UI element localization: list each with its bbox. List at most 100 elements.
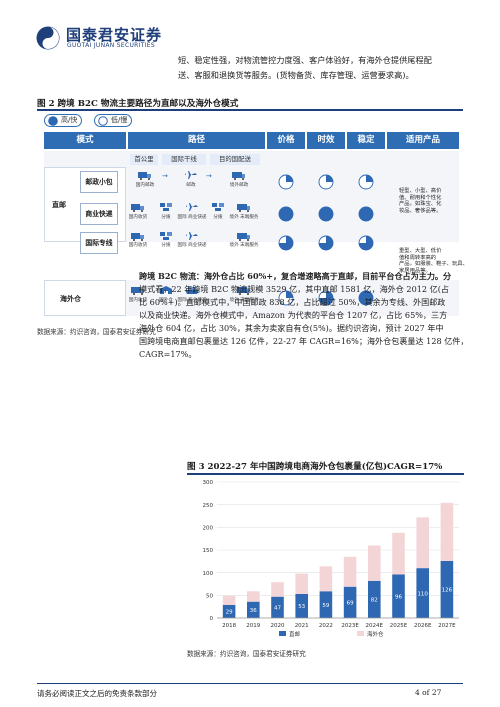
bar-direct-mail bbox=[368, 580, 381, 618]
data-label: 126 bbox=[442, 588, 453, 594]
footer-disclaimer: 请务必阅读正文之后的免责条款部分 bbox=[37, 689, 157, 698]
x-tick-label: 2019 bbox=[246, 623, 260, 629]
bar-direct-mail bbox=[343, 586, 357, 618]
ship-icon bbox=[185, 287, 199, 294]
x-tick-label: 2026E bbox=[414, 623, 432, 629]
body-line: 国跨境电商直邮包裹量达 126 亿件，22-27 年 CAGR=16%；海外仓包… bbox=[139, 336, 469, 346]
sorting-icon bbox=[160, 203, 172, 211]
body-line: 以及商业快递。海外仓模式中，Amazon 为代表的平台仓 1207 亿，占比 6… bbox=[139, 310, 448, 320]
legend-high-pill bbox=[44, 114, 82, 127]
stacked-bar-chart: 0 50 100 150 200 250 300 29 2018 36 2019 47 2020 53 20… bbox=[203, 480, 459, 638]
bar-direct-mail bbox=[247, 601, 260, 618]
x-tick-label: 2023E bbox=[341, 623, 359, 629]
bar-overseas-warehouse bbox=[319, 566, 333, 592]
figure-2-rule bbox=[37, 109, 463, 111]
figure-3-rule bbox=[187, 473, 464, 475]
column-header-route: 路径 bbox=[128, 132, 265, 149]
step-caption: 国际 商业快递 bbox=[177, 215, 207, 220]
bar-direct-mail bbox=[319, 591, 333, 618]
y-tick-label: 200 bbox=[203, 526, 214, 532]
truck-icon bbox=[131, 233, 144, 241]
product-line: 妆品、奢侈品等。 bbox=[399, 207, 442, 214]
x-tick-label: 2022 bbox=[319, 623, 333, 629]
data-label: 59 bbox=[322, 603, 329, 609]
step-caption: 分拨 bbox=[161, 215, 171, 220]
step-caption: 国际 商业快递 bbox=[177, 243, 207, 248]
bar-overseas-warehouse bbox=[392, 532, 405, 575]
plane-icon bbox=[186, 203, 198, 211]
step-caption: 分拨 bbox=[213, 215, 223, 220]
sorting-icon bbox=[212, 203, 224, 211]
bar-overseas-warehouse bbox=[416, 517, 429, 569]
intro-line: 短、稳定性强，对物流管控力度强、客户体验好，有海外仓提供尾程配 bbox=[178, 55, 432, 65]
route-header-first-mile: 首公里 bbox=[130, 154, 158, 165]
column-header-speed: 时效 bbox=[307, 132, 345, 149]
bar-direct-mail bbox=[222, 604, 236, 618]
product-line: 重型、大型、低价 bbox=[399, 248, 442, 254]
van-icon bbox=[232, 172, 245, 180]
step-caption: 境外 末端服务 bbox=[229, 243, 259, 248]
bar-overseas-warehouse bbox=[295, 573, 308, 594]
bar-direct-mail bbox=[271, 596, 284, 618]
page-header: 国泰君安证券 GUOTAI JUNAN SECURITIES bbox=[0, 0, 500, 56]
data-label: 36 bbox=[250, 608, 257, 614]
bar-overseas-warehouse bbox=[343, 556, 357, 587]
van-icon bbox=[237, 233, 250, 241]
truck-icon bbox=[131, 204, 144, 212]
plane-icon bbox=[186, 232, 198, 240]
y-tick-label: 100 bbox=[203, 571, 214, 577]
y-tick-label: 250 bbox=[203, 503, 214, 509]
product-line: 值、耐用和个性化 bbox=[399, 194, 442, 201]
legend-label-overseas: 海外仓 bbox=[367, 630, 384, 638]
product-line: 家居用品等。 bbox=[399, 267, 431, 274]
arrow-icon: → bbox=[162, 172, 168, 180]
route-header-trunk: 国际干线 bbox=[162, 154, 206, 165]
bar-direct-mail bbox=[295, 593, 308, 618]
bar-overseas-warehouse bbox=[271, 582, 284, 597]
step-caption: 国际 商业快递 bbox=[177, 298, 207, 303]
product-line: 产品，如珠宝、化 bbox=[399, 201, 442, 208]
group-label-overseas: 海外仓 bbox=[60, 295, 81, 303]
sorting-icon bbox=[160, 232, 172, 240]
y-tick-label: 50 bbox=[206, 594, 213, 600]
bar-overseas-warehouse bbox=[222, 595, 236, 605]
step-caption: 分拨 bbox=[161, 243, 171, 248]
body-paragraph: 跨境 B2C 物流：海外仓占比 60%+，复合增速略高于直邮，目前平台仓占为主力… bbox=[139, 270, 469, 361]
legend-high-label: 高/快 bbox=[61, 116, 78, 124]
truck-icon bbox=[131, 287, 144, 295]
figure-3-source: 数据来源：约识咨询，国泰君安证券研究 bbox=[187, 650, 306, 658]
products-overseas: 重型、大型、低价 值和周转率高的 产品，如服装、鞋子、玩具、 家居用品等。 bbox=[399, 248, 468, 274]
arrow-icon: → bbox=[206, 172, 212, 180]
brand-name-cn: 国泰君安证券 bbox=[66, 26, 163, 44]
step-caption: 邮政 bbox=[186, 183, 196, 188]
step-caption: 境外 末端服务 bbox=[229, 298, 259, 303]
data-label: 82 bbox=[371, 598, 378, 604]
body-line: 模式看，22 年跨境 B2C 物流规模 3529 亿，其中直邮 1581 亿，海… bbox=[139, 284, 449, 294]
step-caption: 国外仓 bbox=[159, 298, 173, 303]
step-caption: 国内邮政 bbox=[135, 183, 155, 188]
column-header-products: 适用产品 bbox=[387, 132, 459, 149]
column-header-mode: 模式 bbox=[44, 132, 126, 149]
data-label: 69 bbox=[347, 601, 354, 607]
footer-rule bbox=[37, 683, 463, 684]
bar-overseas-warehouse bbox=[247, 591, 260, 602]
body-line: CAGR=17%。 bbox=[139, 349, 197, 359]
bar-direct-mail bbox=[416, 568, 429, 618]
x-tick-label: 2018 bbox=[222, 623, 236, 629]
x-tick-label: 2025E bbox=[390, 623, 408, 629]
legend-swatch-direct bbox=[279, 631, 286, 636]
figure-2-source: 数据来源：约识咨询，国泰君安证券研究 bbox=[37, 328, 156, 336]
y-tick-label: 0 bbox=[210, 616, 214, 622]
data-label: 96 bbox=[395, 594, 402, 600]
step-caption: 境外 末端服务 bbox=[229, 215, 259, 220]
step-caption: 国内收货 bbox=[128, 243, 148, 248]
product-line: 轻型、小型、高价 bbox=[399, 188, 442, 194]
guotai-junan-logo bbox=[36, 26, 60, 50]
data-label: 29 bbox=[226, 610, 233, 616]
body-line: 比 60%+)。直邮模式中，中国邮政 838 亿，占比超过 50%，其余为专线、… bbox=[139, 297, 446, 307]
legend-high-icon bbox=[48, 116, 58, 126]
legend-low-icon bbox=[98, 116, 108, 126]
brand-name-en: GUOTAI JUNAN SECURITIES bbox=[67, 42, 155, 49]
bar-direct-mail bbox=[440, 560, 454, 618]
bar-overseas-warehouse bbox=[440, 502, 454, 561]
